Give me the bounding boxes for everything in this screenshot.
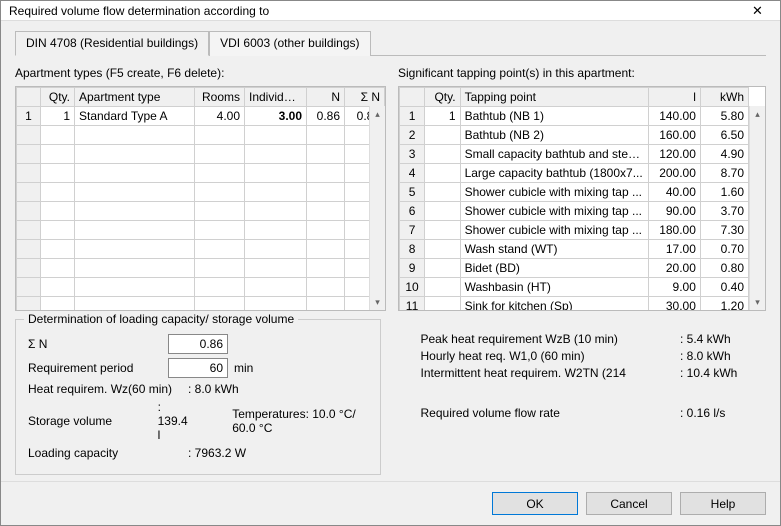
tab-din4708[interactable]: DIN 4708 (Residential buildings) bbox=[15, 31, 209, 56]
table-row[interactable] bbox=[17, 240, 385, 259]
button-bar: OK Cancel Help bbox=[1, 481, 780, 525]
titlebar: Required volume flow determination accor… bbox=[1, 1, 780, 21]
table-row[interactable]: 3Small capacity bathtub and step...120.0… bbox=[400, 145, 749, 164]
col-rooms: Rooms bbox=[195, 88, 245, 107]
tapping-table[interactable]: Qty. Tapping point l kWh 11Bathtub (NB 1… bbox=[399, 87, 749, 311]
scroll-down-icon[interactable]: ▾ bbox=[750, 294, 765, 310]
col-idx bbox=[400, 88, 425, 107]
col-type: Apartment type bbox=[75, 88, 195, 107]
table-row[interactable] bbox=[17, 183, 385, 202]
tapping-scrollbar[interactable]: ▴ ▾ bbox=[749, 106, 765, 310]
col-individuals: Individuals bbox=[245, 88, 307, 107]
hourly-heat-value: : 8.0 kWh bbox=[680, 349, 760, 363]
req-period-label: Requirement period bbox=[28, 361, 168, 375]
table-row[interactable]: 11Bathtub (NB 1)140.005.80 bbox=[400, 107, 749, 126]
loading-capacity-group: Determination of loading capacity/ stora… bbox=[15, 319, 381, 475]
required-flow-label: Required volume flow rate bbox=[421, 406, 681, 420]
peak-heat-value: : 5.4 kWh bbox=[680, 332, 760, 346]
intermittent-heat-value: : 10.4 kWh bbox=[680, 366, 760, 380]
apartment-types-label: Apartment types (F5 create, F6 delete): bbox=[15, 66, 386, 80]
col-point: Tapping point bbox=[460, 88, 648, 107]
table-row[interactable] bbox=[17, 221, 385, 240]
col-kwh: kWh bbox=[700, 88, 748, 107]
table-row[interactable] bbox=[17, 297, 385, 312]
table-row[interactable]: 9Bidet (BD)20.000.80 bbox=[400, 259, 749, 278]
table-row[interactable] bbox=[17, 126, 385, 145]
heat-req-value: : 8.0 kWh bbox=[188, 382, 239, 396]
temperatures-label: Temperatures: 10.0 °C/ 60.0 °C bbox=[232, 407, 367, 435]
col-idx bbox=[17, 88, 41, 107]
table-row[interactable]: 7Shower cubicle with mixing tap ...180.0… bbox=[400, 221, 749, 240]
table-row[interactable]: 4Large capacity bathtub (1800x7...200.00… bbox=[400, 164, 749, 183]
window-title: Required volume flow determination accor… bbox=[9, 4, 735, 18]
sum-n-label: Σ N bbox=[28, 337, 168, 351]
tapping-column: Significant tapping point(s) in this apa… bbox=[398, 66, 766, 311]
table-row[interactable]: 6Shower cubicle with mixing tap ...90.00… bbox=[400, 202, 749, 221]
scroll-up-icon[interactable]: ▴ bbox=[750, 106, 765, 122]
apartment-table[interactable]: Qty. Apartment type Rooms Individuals N … bbox=[16, 87, 385, 311]
tapping-points-label: Significant tapping point(s) in this apa… bbox=[398, 66, 766, 80]
table-row[interactable]: 8Wash stand (WT)17.000.70 bbox=[400, 240, 749, 259]
loading-capacity-label: Loading capacity bbox=[28, 446, 188, 460]
sum-n-input[interactable] bbox=[168, 334, 228, 354]
right-stats: Peak heat requirement WzB (10 min) : 5.4… bbox=[393, 319, 767, 475]
tab-vdi6003[interactable]: VDI 6003 (other buildings) bbox=[209, 31, 370, 56]
ok-button[interactable]: OK bbox=[492, 492, 578, 515]
col-qty: Qty. bbox=[425, 88, 461, 107]
table-row[interactable]: 11Standard Type A4.003.000.860.86 bbox=[17, 107, 385, 126]
storage-value: : 139.4 l bbox=[158, 400, 193, 442]
apartment-scrollbar[interactable]: ▴ ▾ bbox=[369, 106, 385, 310]
apartment-column: Apartment types (F5 create, F6 delete): … bbox=[15, 66, 386, 311]
help-button[interactable]: Help bbox=[680, 492, 766, 515]
table-row[interactable]: 5Shower cubicle with mixing tap ...40.00… bbox=[400, 183, 749, 202]
close-icon[interactable]: ✕ bbox=[735, 1, 780, 20]
table-row[interactable]: 10Washbasin (HT)9.000.40 bbox=[400, 278, 749, 297]
scroll-down-icon[interactable]: ▾ bbox=[370, 294, 385, 310]
lower-row: Determination of loading capacity/ stora… bbox=[15, 319, 766, 475]
scroll-up-icon[interactable]: ▴ bbox=[370, 106, 385, 122]
dialog-window: Required volume flow determination accor… bbox=[0, 0, 781, 526]
col-sumn: Σ N bbox=[345, 88, 385, 107]
table-row[interactable] bbox=[17, 145, 385, 164]
req-period-unit: min bbox=[234, 361, 253, 375]
table-row[interactable]: 2Bathtub (NB 2)160.006.50 bbox=[400, 126, 749, 145]
heat-req-label: Heat requirem. Wz(60 min) bbox=[28, 382, 188, 396]
apartment-table-wrap: Qty. Apartment type Rooms Individuals N … bbox=[15, 86, 386, 311]
table-row[interactable]: 11Sink for kitchen (Sp)30.001.20 bbox=[400, 297, 749, 312]
col-l: l bbox=[648, 88, 700, 107]
tab-strip: DIN 4708 (Residential buildings) VDI 600… bbox=[15, 31, 766, 56]
loading-group-title: Determination of loading capacity/ stora… bbox=[24, 312, 298, 326]
intermittent-heat-label: Intermittent heat requirem. W2TN (214 bbox=[421, 366, 681, 380]
hourly-heat-label: Hourly heat req. W1,0 (60 min) bbox=[421, 349, 681, 363]
col-n: N bbox=[307, 88, 345, 107]
tapping-table-wrap: Qty. Tapping point l kWh 11Bathtub (NB 1… bbox=[398, 86, 766, 311]
table-row[interactable] bbox=[17, 164, 385, 183]
main-row: Apartment types (F5 create, F6 delete): … bbox=[15, 66, 766, 311]
loading-capacity-value: : 7963.2 W bbox=[188, 446, 246, 460]
required-flow-value: : 0.16 l/s bbox=[680, 406, 760, 420]
col-qty: Qty. bbox=[41, 88, 75, 107]
table-row[interactable] bbox=[17, 278, 385, 297]
peak-heat-label: Peak heat requirement WzB (10 min) bbox=[421, 332, 681, 346]
cancel-button[interactable]: Cancel bbox=[586, 492, 672, 515]
dialog-body: DIN 4708 (Residential buildings) VDI 600… bbox=[1, 21, 780, 481]
table-row[interactable] bbox=[17, 259, 385, 278]
req-period-input[interactable] bbox=[168, 358, 228, 378]
storage-label: Storage volume bbox=[28, 414, 158, 428]
table-row[interactable] bbox=[17, 202, 385, 221]
